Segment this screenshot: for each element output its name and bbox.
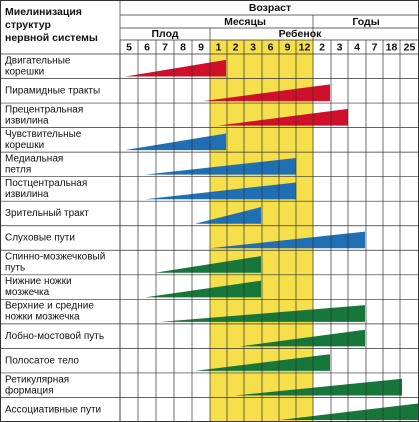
row-label: Полосатое тело xyxy=(5,355,79,366)
myelination-wedge xyxy=(160,305,365,322)
years-label: Годы xyxy=(352,16,379,28)
column-label: 1 xyxy=(216,41,222,53)
row-label: петля xyxy=(5,165,31,176)
row-label: путь xyxy=(5,263,25,274)
column-label: 5 xyxy=(126,41,132,53)
row-label: корешки xyxy=(5,66,44,77)
column-label: 25 xyxy=(404,41,416,53)
months-label: Месяцы xyxy=(224,16,266,28)
myelination-wedge xyxy=(145,280,261,298)
row-label: Пирамидные тракты xyxy=(5,85,100,96)
column-label: 6 xyxy=(268,41,274,53)
column-label: 12 xyxy=(299,41,311,53)
row-label: Двигательные xyxy=(5,55,71,66)
column-label: 9 xyxy=(285,41,291,53)
row-label: ножки мозжечка xyxy=(5,312,80,323)
myelination-wedge xyxy=(280,403,419,420)
column-label: 9 xyxy=(198,41,204,53)
row-label: Прецентральная xyxy=(5,104,83,115)
row-label: Зрительный тракт xyxy=(5,208,89,219)
column-label: 3 xyxy=(337,41,343,53)
row-label: корешки xyxy=(5,140,44,151)
myelination-wedge xyxy=(218,108,348,126)
header-title: Миелинизация xyxy=(5,6,82,18)
row-label: Лобно-мостовой путь xyxy=(5,330,104,342)
column-label: 2 xyxy=(319,41,325,53)
row-label: Верхние и средние xyxy=(5,301,94,312)
age-label: Возраст xyxy=(249,2,291,14)
row-label: Постцентральная xyxy=(5,178,87,189)
column-label: 6 xyxy=(144,41,150,53)
column-label: 2 xyxy=(233,41,239,53)
child-label: Ребенок xyxy=(279,28,323,40)
myelination-wedge xyxy=(155,256,261,273)
myelination-wedge xyxy=(145,157,296,175)
row-label: извилина xyxy=(5,189,49,200)
column-label: 8 xyxy=(180,41,186,53)
myelination-wedge xyxy=(235,378,402,396)
row-label: формация xyxy=(5,384,54,396)
column-label: 18 xyxy=(386,41,398,53)
column-label: 3 xyxy=(250,41,256,53)
row-label: мозжечка xyxy=(5,287,50,298)
myelination-wedge xyxy=(145,182,296,200)
header-title: структур xyxy=(5,19,51,31)
myelination-wedge xyxy=(195,207,261,224)
myelination-wedge xyxy=(240,329,365,347)
column-label: 7 xyxy=(372,41,378,53)
row-label: Чувствительные xyxy=(5,129,82,140)
row-label: Ассоциативные пути xyxy=(5,404,101,415)
row-label: Медиальная xyxy=(5,154,63,165)
row-label: извилина xyxy=(5,115,49,126)
header-title: нервной системы xyxy=(5,32,98,44)
myelination-wedge xyxy=(125,59,226,77)
column-label: 4 xyxy=(354,41,360,53)
fetus-label: Плод xyxy=(151,28,178,40)
column-label: 7 xyxy=(162,41,168,53)
row-label: Нижние ножки xyxy=(5,276,72,287)
myelination-wedge xyxy=(210,231,365,249)
myelination-wedge xyxy=(125,133,226,151)
row-label: Слуховые пути xyxy=(5,233,75,244)
row-label: Спинно-мозжечковый xyxy=(5,252,105,263)
row-label: Ретикулярная xyxy=(5,374,69,385)
myelination-wedge xyxy=(203,84,330,102)
